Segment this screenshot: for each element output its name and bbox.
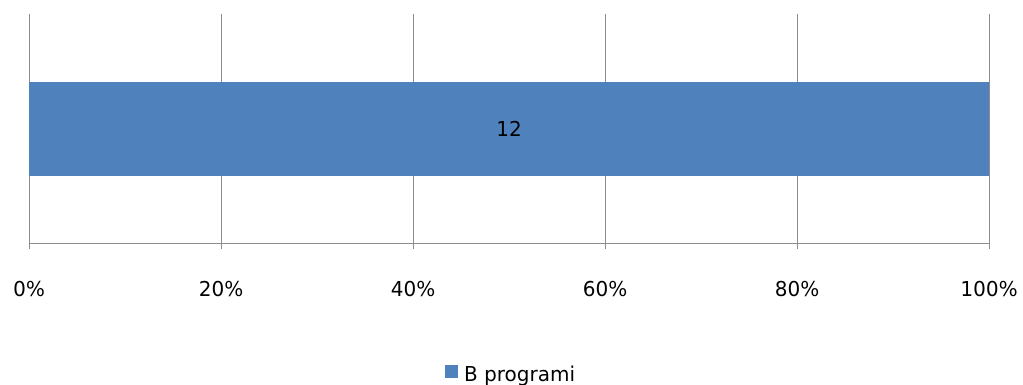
bar-b-programi-0 [29, 82, 989, 176]
bars [29, 82, 989, 176]
data-labels: 12 [496, 117, 521, 141]
x-tick-label-0: 0% [13, 277, 45, 301]
x-tick-label-1: 20% [199, 277, 243, 301]
legend-label: B programi [464, 362, 575, 385]
legend: B programi [445, 362, 575, 385]
x-tick-labels: 0% 20% 40% 60% 80% 100% [13, 277, 1017, 301]
x-tick-label-5: 100% [960, 277, 1017, 301]
x-tick-label-4: 80% [775, 277, 819, 301]
data-label-0: 12 [496, 117, 521, 141]
x-tick-label-2: 40% [391, 277, 435, 301]
x-axis [29, 243, 990, 249]
x-tick-label-3: 60% [583, 277, 627, 301]
legend-swatch [445, 365, 458, 378]
